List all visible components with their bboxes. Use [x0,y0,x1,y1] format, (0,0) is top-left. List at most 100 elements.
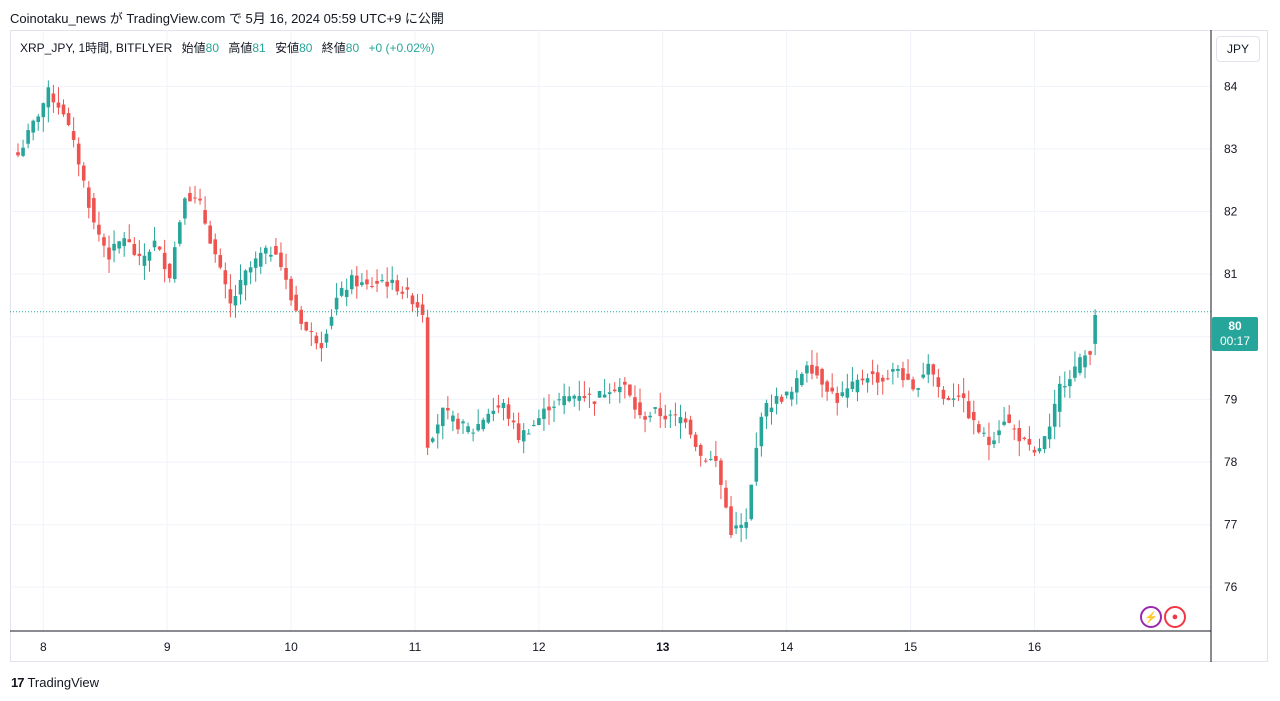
candle-body [16,152,20,156]
candle-body [800,373,804,386]
candle-body [496,405,501,408]
time-tick-label: 9 [164,640,171,654]
candle-body [400,291,405,294]
candle-body [46,87,51,108]
candle-body [602,394,607,398]
candle-body [977,424,981,433]
time-tick-label: 14 [780,640,794,654]
candle-body [1093,315,1097,344]
candle-body [375,280,379,284]
candle-body [542,408,546,419]
candle-body [329,316,334,326]
candle-body [1042,436,1047,450]
candle-body [880,377,885,382]
close-label: 終値 [321,41,346,55]
candle-body [324,333,329,343]
candle-body [193,197,197,199]
candle-body [188,193,192,202]
candle-body [137,253,142,257]
candle-body [238,279,243,295]
candle-body [309,330,314,332]
candle-body [1083,355,1087,368]
candle-body [951,398,956,400]
candle-body [709,458,713,460]
candle-body [81,165,86,181]
candle-body [279,252,283,268]
price-tick-label: 79 [1224,392,1238,406]
candle-body [607,392,612,395]
candle-body [476,424,480,431]
candle-body [784,391,789,396]
time-axis-labels: 8 9 10 11 12 13 14 15 16 [40,640,1042,654]
candle-body [875,372,880,383]
candle-body [698,444,703,456]
candle-body [537,418,541,426]
candle-body [597,391,602,398]
current-price: 80 [1228,319,1242,333]
candle-body [430,438,435,442]
candle-body [360,282,364,286]
candle-body [921,374,926,378]
candle-body [1012,428,1017,430]
candle-body [532,424,536,427]
candle-body [623,381,627,385]
candle-body [253,258,258,268]
candle-body [916,388,920,390]
candle-body [203,210,207,224]
currency-button[interactable]: JPY [1216,36,1260,62]
candle-body [526,433,531,435]
candle-body [572,395,577,399]
record-icon[interactable]: ● [1164,606,1186,628]
candle-body [794,378,799,393]
candle-body [243,270,248,286]
candle-body [592,401,597,404]
candle-body [61,104,66,115]
candle-body [683,418,688,423]
candle-body [865,378,870,383]
candle-body [228,289,233,304]
candle-body [269,254,273,257]
tradingview-logo[interactable]: 17 TradingView [11,675,99,690]
candle-body [1022,437,1027,439]
price-tick-label: 81 [1224,267,1238,281]
candle-body [198,198,202,201]
candle-body [567,396,572,402]
candle-body [66,113,71,126]
candle-body [486,413,491,423]
candlestick-chart[interactable]: 76 77 78 79 80 81 82 83 84 8 9 10 11 12 13 14 15 16 [10,30,1268,662]
candle-body [223,270,228,285]
candle-body [1068,379,1072,387]
candle-body [41,103,46,118]
price-tick-label: 78 [1224,455,1238,469]
candle-body [1007,414,1011,423]
time-tick-label: 11 [409,640,422,654]
candle-body [521,430,526,442]
candle-body [263,247,268,254]
candle-body [830,387,834,392]
candle-body [466,426,470,432]
candle-body [162,252,167,270]
candle-body [870,371,875,375]
candle-body [21,147,25,156]
candle-body [349,275,354,290]
candle-body [1052,403,1057,427]
lightning-icon[interactable]: ⚡ [1140,606,1162,628]
candle-body [339,287,344,296]
candle-body [1088,351,1092,355]
candle-body [319,343,324,349]
candle-body [891,369,895,372]
candle-body [107,247,111,260]
chart-frame [10,30,1268,662]
candle-body [638,402,642,416]
candle-body [157,246,162,250]
candle-body [582,396,587,399]
time-tick-label: 12 [532,640,546,654]
logo-mark: 17 [11,675,25,690]
candle-body [926,363,931,375]
candle-body [92,198,96,223]
candle-body [451,415,455,422]
candle-body [612,389,617,392]
candle-body [931,364,936,375]
candle-body [982,432,986,434]
candle-body [501,402,506,409]
